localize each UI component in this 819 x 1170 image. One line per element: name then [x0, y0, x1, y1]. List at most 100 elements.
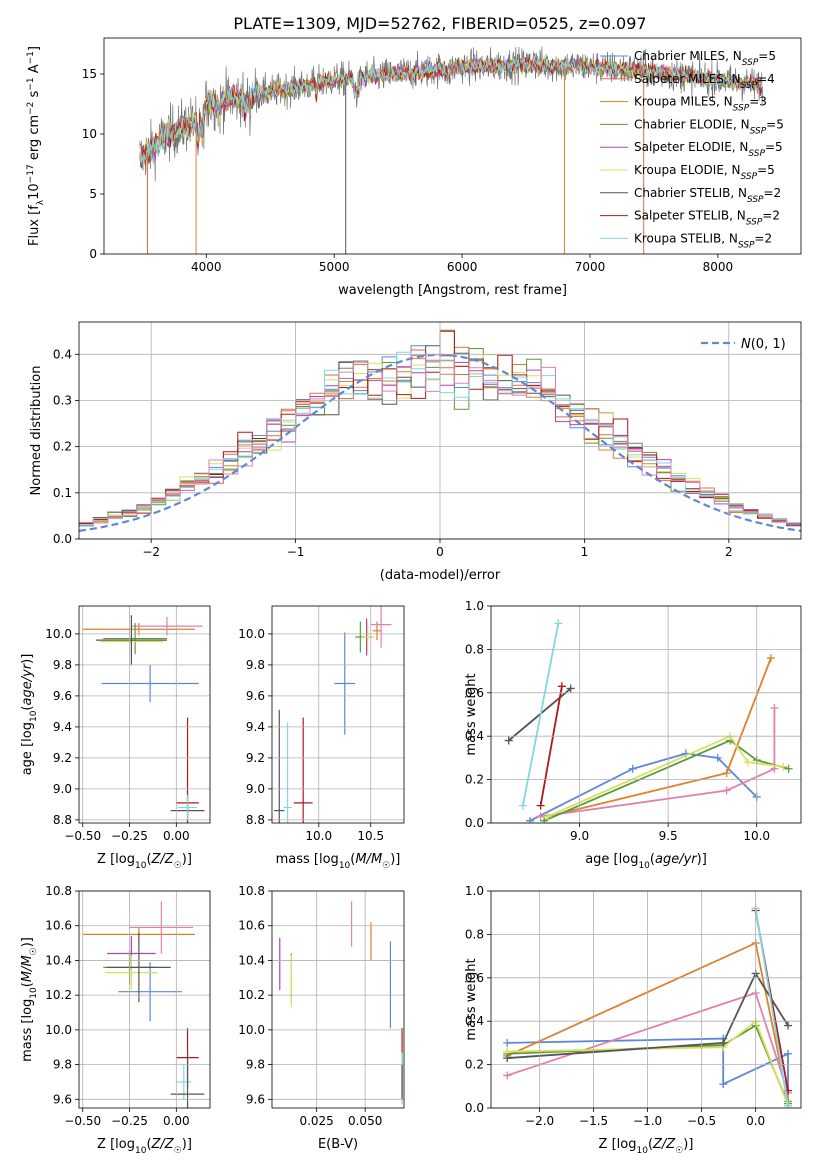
- legend-entry-part: Salpeter ELODIE, N: [634, 140, 748, 154]
- y-tick-label: 10.0: [45, 627, 72, 641]
- x-axis-label: Z [log10(Z/Z☉)]: [97, 1137, 192, 1156]
- x-axis-label: mass [log10(M/M☉)]: [276, 852, 401, 871]
- mass-weight-vs-age-panel: 9.0 9.5 10.0 0.0 0.2 0.4 0.6 0.8 1.0 age [log10(a…: [464, 599, 802, 871]
- x-axis-label-part: )]: [390, 852, 400, 867]
- y-axis-label-part: age [log: [20, 722, 35, 775]
- age-vs-mass-panel: 10.0 10.5 8.8 9.0 9.2 9.4 9.6 9.8 10.0 mass [log1…: [238, 605, 405, 871]
- x-axis-label: wavelength [Angstrom, rest frame]: [338, 283, 567, 298]
- x-axis-label-part: )]: [697, 852, 707, 867]
- errorbar-point: [118, 962, 182, 1022]
- weight-point-marker: [784, 1049, 793, 1058]
- errorbar-point: [131, 616, 203, 636]
- weight-series-line: [529, 752, 758, 822]
- legend-entry: Chabrier ELODIE, NSSP=5: [634, 117, 784, 136]
- legend-entry-part: =5: [758, 49, 776, 63]
- weight-point-marker: [503, 1071, 512, 1080]
- x-axis-label-part: (: [648, 1137, 653, 1152]
- y-tick-label: 0.8: [465, 927, 484, 941]
- y-axis-label: Flux [fλ10−17 erg cm−2 s−1 A−1]: [26, 46, 46, 246]
- y-tick-label: 9.4: [53, 720, 72, 734]
- y-axis-label-part: (: [20, 706, 35, 711]
- legend-entry-part: SSP: [742, 58, 759, 68]
- y-axis-label-part: Flux [f: [27, 205, 42, 246]
- y-axis-label-part: 10: [29, 987, 39, 999]
- x-tick-label: −0.50: [64, 829, 101, 843]
- legend-entry-part: =2: [754, 231, 772, 245]
- x-tick-label: 0.00: [163, 1114, 190, 1128]
- legend-entry-part: N: [741, 337, 751, 352]
- legend-entry: Kroupa MILES, NSSP=3: [634, 95, 767, 114]
- legend-entry-part: SSP: [746, 218, 763, 228]
- x-tick-label: −0.5: [687, 1114, 716, 1128]
- mass-vs-extinction-frame: [271, 890, 405, 1109]
- y-axis-label: mass [log10(M/M☉)]: [20, 937, 39, 1062]
- y-axis-label-part: −1: [26, 51, 36, 64]
- weight-point-marker: [719, 1080, 728, 1089]
- legend-entry-part: Kroupa STELIB, N: [634, 231, 738, 245]
- spectrum-frame: [103, 37, 802, 255]
- y-tick-label: 5: [89, 187, 97, 201]
- x-tick-label: 4000: [191, 260, 222, 274]
- legend-entry-part: =2: [764, 186, 782, 200]
- legend-entry-part: =2: [762, 209, 780, 223]
- legend-entry-part: =3: [749, 95, 767, 109]
- x-axis-label-part: 10: [135, 1146, 147, 1156]
- x-axis-label-part: )]: [182, 1137, 192, 1152]
- y-axis-label-part: s: [27, 90, 42, 101]
- legend-entry-part: SSP: [750, 126, 767, 136]
- y-tick-label: 0.0: [465, 816, 484, 830]
- errorbar-point: [107, 932, 171, 1003]
- y-axis-label-part: )]: [20, 654, 35, 664]
- legend-entry-part: SSP: [748, 149, 765, 159]
- legend-entry-part: SSP: [741, 81, 758, 91]
- errorbar-point: [178, 795, 197, 820]
- y-axis-label-part: )]: [20, 937, 35, 947]
- errorbar-point: [334, 632, 356, 735]
- y-tick-label: 0.3: [53, 393, 72, 407]
- y-axis-label-part: ]: [27, 46, 42, 51]
- errorbar-point: [361, 621, 374, 653]
- y-tick-label: 10.8: [238, 884, 265, 898]
- x-tick-label: −2.0: [525, 1114, 554, 1128]
- weight-point-marker: [784, 1021, 793, 1030]
- y-axis-label-group: age [log10(age/yr)]: [20, 654, 39, 776]
- legend-entry-part: Kroupa MILES, N: [634, 95, 733, 109]
- y-tick-label: 0.2: [465, 1058, 484, 1072]
- legend-entry-part: Kroupa ELODIE, N: [634, 163, 741, 177]
- y-tick-label: 1.0: [465, 884, 484, 898]
- weight-point-marker: [536, 812, 545, 821]
- legend-entry-part: Salpeter STELIB, N: [634, 209, 746, 223]
- legend-entry-part: Chabrier MILES, N: [634, 49, 742, 63]
- y-axis-label-part: −1: [26, 77, 36, 90]
- x-tick-label: 8000: [703, 260, 734, 274]
- x-tick-label: −0.25: [111, 1114, 148, 1128]
- x-axis-label-part: Z/Z: [652, 1137, 676, 1152]
- y-tick-label: 10.4: [238, 953, 265, 967]
- y-tick-label: 1.0: [465, 599, 484, 613]
- y-tick-label: 0.2: [53, 440, 72, 454]
- y-tick-label: 9.0: [53, 782, 72, 796]
- errorbar-point: [370, 606, 392, 648]
- x-tick-label: −1: [287, 545, 305, 559]
- x-axis-label-part: Z [log: [97, 1137, 135, 1152]
- y-tick-label: 9.2: [53, 751, 72, 765]
- y-axis-label-part: ☉: [29, 947, 39, 955]
- x-tick-label: 1: [581, 545, 589, 559]
- x-axis-label-part: )]: [182, 852, 192, 867]
- y-axis-label-part: age/yr: [20, 662, 35, 705]
- y-tick-label: 0.4: [465, 729, 484, 743]
- weight-point-marker: [719, 1038, 728, 1047]
- y-tick-label: 10.6: [45, 919, 72, 933]
- x-tick-label: −0.50: [64, 1114, 101, 1128]
- y-axis-label-part: A: [27, 64, 42, 77]
- mass-vs-extinction-plot-area: [279, 901, 403, 1105]
- legend-entry-part: SSP: [738, 240, 755, 250]
- legend-entry-part: =5: [766, 117, 784, 131]
- y-axis-label-part: λ: [36, 199, 46, 205]
- x-axis-label-part: (: [146, 852, 151, 867]
- spectrum-line: [139, 55, 763, 166]
